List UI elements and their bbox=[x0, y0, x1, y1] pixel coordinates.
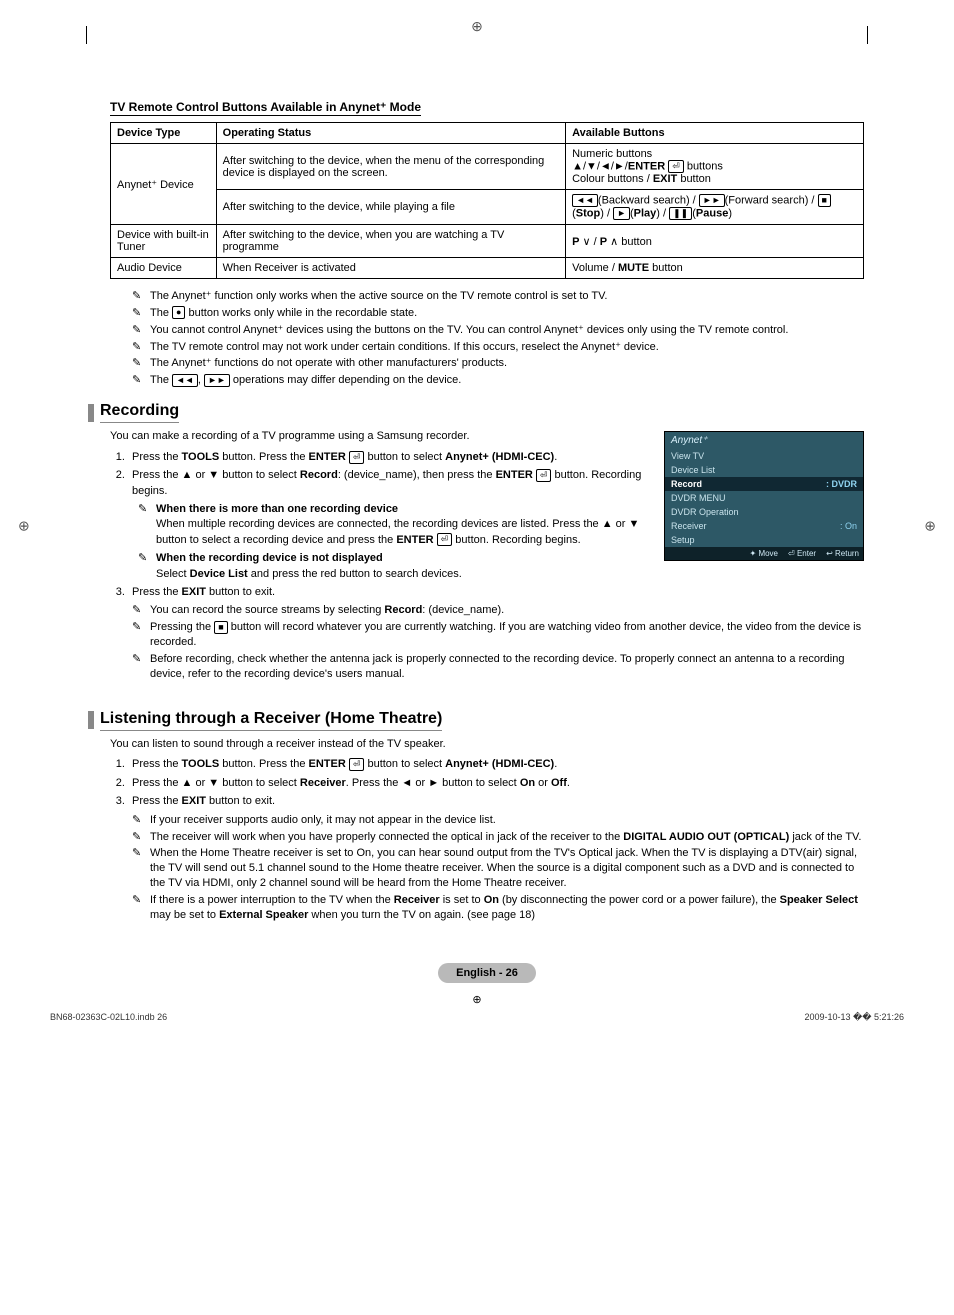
listening-heading: Listening through a Receiver (Home Theat… bbox=[88, 710, 864, 731]
notes-block-1: The Anynet⁺ function only works when the… bbox=[132, 289, 864, 388]
subnote: When the recording device is not display… bbox=[138, 551, 864, 582]
cell-r2c3: ◄◄(Backward search) / ►►(Forward search)… bbox=[566, 190, 864, 225]
note-item: When the Home Theatre receiver is set to… bbox=[132, 846, 864, 891]
step: Press the EXIT button to exit. bbox=[128, 585, 864, 600]
cell-r3c2: After switching to the device, when you … bbox=[216, 225, 565, 258]
note-item: Before recording, check whether the ante… bbox=[132, 652, 864, 682]
step: Press the EXIT button to exit. bbox=[128, 794, 864, 809]
note-item: The receiver will work when you have pro… bbox=[132, 830, 864, 845]
th-available-buttons: Available Buttons bbox=[566, 123, 864, 144]
osd-row: Device List bbox=[665, 463, 863, 477]
note-item: The Anynet⁺ function only works when the… bbox=[132, 289, 864, 304]
cell-r4c1: Audio Device bbox=[111, 258, 217, 279]
cell-r3c3: P ∨ / P ∧ button bbox=[566, 225, 864, 258]
recording-heading: Recording bbox=[88, 402, 864, 423]
crop-mark-top: ⊕ bbox=[471, 18, 483, 35]
cell-r2c2: After switching to the device, while pla… bbox=[216, 190, 565, 225]
note-item: The TV remote control may not work under… bbox=[132, 340, 864, 355]
crop-mark-right: ⊕ bbox=[924, 518, 936, 535]
listening-notes: If your receiver supports audio only, it… bbox=[132, 813, 864, 923]
crop-mark-left: ⊕ bbox=[18, 518, 30, 535]
note-item: You cannot control Anynet⁺ devices using… bbox=[132, 323, 864, 338]
cell-anynet-device: Anynet⁺ Device bbox=[111, 144, 217, 225]
listening-intro: You can listen to sound through a receiv… bbox=[110, 737, 864, 752]
osd-row-selected: Record: DVDR bbox=[665, 477, 863, 491]
note-item: Pressing the ■ button will record whatev… bbox=[132, 620, 864, 650]
cell-r1c2: After switching to the device, when the … bbox=[216, 144, 565, 190]
listening-steps: Press the TOOLS button. Press the ENTER … bbox=[128, 757, 864, 809]
subnote: When there is more than one recording de… bbox=[138, 502, 864, 548]
cell-r3c1: Device with built-in Tuner bbox=[111, 225, 217, 258]
note-item: If there is a power interruption to the … bbox=[132, 893, 864, 923]
note-item: You can record the source streams by sel… bbox=[132, 603, 864, 618]
step: Press the ▲ or ▼ button to select Receiv… bbox=[128, 776, 864, 791]
note-item: If your receiver supports audio only, it… bbox=[132, 813, 864, 828]
cell-r1c3: Numeric buttons▲/▼/◄/►/ENTER ⏎ buttonsCo… bbox=[566, 144, 864, 190]
osd-row: View TV bbox=[665, 449, 863, 463]
step: Press the TOOLS button. Press the ENTER … bbox=[128, 757, 864, 772]
page-number-badge: English - 26 bbox=[110, 963, 864, 983]
th-device-type: Device Type bbox=[111, 123, 217, 144]
doc-footer: BN68-02363C-02L10.indb 26 2009-10-13 �� … bbox=[50, 1012, 904, 1023]
doc-footer-left: BN68-02363C-02L10.indb 26 bbox=[50, 1012, 167, 1023]
section-title: TV Remote Control Buttons Available in A… bbox=[110, 100, 864, 116]
osd-title: Anynet⁺ bbox=[665, 432, 863, 449]
note-item: The ◄◄, ►► operations may differ dependi… bbox=[132, 373, 864, 388]
buttons-table: Device Type Operating Status Available B… bbox=[110, 122, 864, 279]
note-item: The ● button works only while in the rec… bbox=[132, 306, 864, 321]
th-operating-status: Operating Status bbox=[216, 123, 565, 144]
recording-notes: You can record the source streams by sel… bbox=[132, 603, 864, 681]
cell-r4c3: Volume / MUTE button bbox=[566, 258, 864, 279]
crop-mark-bottom: ⊕ bbox=[50, 993, 904, 1006]
cell-r4c2: When Receiver is activated bbox=[216, 258, 565, 279]
doc-footer-right: 2009-10-13 �� 5:21:26 bbox=[804, 1012, 904, 1023]
note-item: The Anynet⁺ functions do not operate wit… bbox=[132, 356, 864, 371]
